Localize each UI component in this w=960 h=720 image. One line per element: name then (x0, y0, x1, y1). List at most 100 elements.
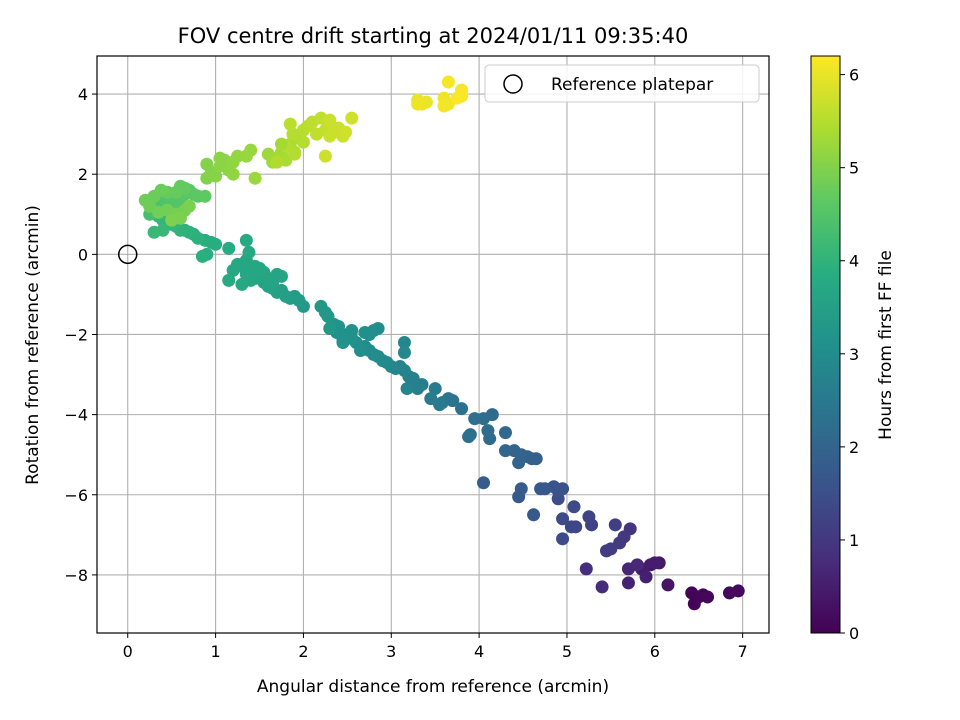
colorbar-ticks: 0 1 2 3 4 5 6 (840, 66, 859, 643)
y-tick-label: −2 (64, 325, 88, 344)
data-point (450, 91, 464, 105)
x-tick-label: 1 (210, 642, 220, 661)
data-point (462, 430, 476, 444)
data-point (165, 213, 179, 227)
data-point (397, 335, 411, 349)
colorbar-gradient (810, 55, 841, 634)
data-point (288, 147, 302, 161)
legend: Reference platepar (484, 64, 760, 103)
data-point (239, 233, 253, 247)
data-point (274, 269, 288, 283)
colorbar-tick-label: 4 (849, 252, 859, 271)
data-point (455, 402, 469, 416)
data-point (156, 223, 170, 237)
data-point (527, 508, 541, 522)
x-tick-label: 5 (562, 642, 572, 661)
x-tick-label: 3 (386, 642, 396, 661)
y-axis-ticks: −8 −6 −4 −2 0 2 4 (64, 85, 97, 585)
legend-marker-icon (503, 74, 523, 94)
grid-lines (97, 56, 769, 633)
data-point (244, 143, 258, 157)
colorbar-label: Hours from first FF file (876, 250, 896, 440)
x-axis-ticks: 0 1 2 3 4 5 6 7 (123, 633, 748, 661)
legend-box (484, 64, 760, 103)
data-points (138, 75, 745, 611)
data-point (213, 151, 227, 165)
data-point (242, 245, 256, 259)
y-tick-label: −6 (64, 486, 88, 505)
data-point (283, 117, 297, 131)
data-point (274, 137, 288, 151)
data-point (579, 562, 593, 576)
colorbar-tick-label: 5 (849, 159, 859, 178)
data-point (661, 578, 675, 592)
data-point (556, 512, 570, 526)
data-point (424, 392, 438, 406)
x-axis-label: Angular distance from reference (arcmin) (257, 677, 609, 697)
data-point (397, 346, 411, 360)
data-point (314, 299, 328, 313)
data-point (512, 456, 526, 470)
data-point (639, 570, 653, 584)
data-point (701, 590, 715, 604)
data-point (595, 580, 609, 594)
data-point (226, 167, 240, 181)
data-point (200, 157, 214, 171)
data-point (428, 382, 442, 396)
y-tick-label: 0 (78, 245, 88, 264)
data-point (198, 189, 212, 203)
data-point (534, 482, 548, 496)
x-tick-label: 2 (298, 642, 308, 661)
y-tick-label: −4 (64, 406, 88, 425)
data-point (323, 321, 337, 335)
data-point (630, 558, 644, 572)
data-point (345, 111, 359, 125)
data-point (323, 113, 337, 127)
colorbar-tick-label: 1 (849, 531, 859, 550)
x-tick-label: 0 (123, 642, 133, 661)
data-point (498, 444, 512, 458)
data-point (477, 476, 491, 490)
colorbar: 0 1 2 3 4 5 6 Hours from first FF file (810, 55, 896, 643)
y-tick-label: 4 (78, 85, 88, 104)
y-tick-label: −8 (64, 566, 88, 585)
data-point (358, 325, 372, 339)
colorbar-tick-label: 3 (849, 345, 859, 364)
data-point (296, 135, 310, 149)
x-tick-label: 7 (738, 642, 748, 661)
data-point (498, 426, 512, 440)
data-point (608, 518, 622, 532)
data-point (648, 556, 662, 570)
data-point (437, 99, 451, 113)
data-point (222, 241, 236, 255)
y-tick-label: 2 (78, 165, 88, 184)
data-point (514, 482, 528, 496)
data-point (195, 249, 209, 263)
data-point (599, 544, 613, 558)
data-point (222, 273, 236, 287)
data-point (270, 155, 284, 169)
data-point (339, 125, 353, 139)
data-point (286, 127, 300, 141)
data-point (441, 75, 455, 89)
data-point (182, 199, 196, 213)
data-point (556, 532, 570, 546)
plot-frame (96, 55, 770, 634)
data-point (731, 584, 745, 598)
y-axis-label: Rotation from reference (arcmin) (23, 205, 43, 485)
data-point (345, 323, 359, 337)
data-point (248, 171, 262, 185)
reference-point-marker (117, 244, 138, 265)
legend-label: Reference platepar (551, 75, 713, 95)
data-point (209, 169, 223, 183)
data-point (411, 382, 425, 396)
data-point (621, 576, 635, 590)
data-point (226, 263, 240, 277)
colorbar-tick-label: 6 (849, 66, 859, 85)
data-point (411, 97, 425, 111)
data-point (400, 382, 414, 396)
colorbar-tick-label: 2 (849, 438, 859, 457)
data-point (468, 412, 482, 426)
data-point (481, 424, 495, 438)
